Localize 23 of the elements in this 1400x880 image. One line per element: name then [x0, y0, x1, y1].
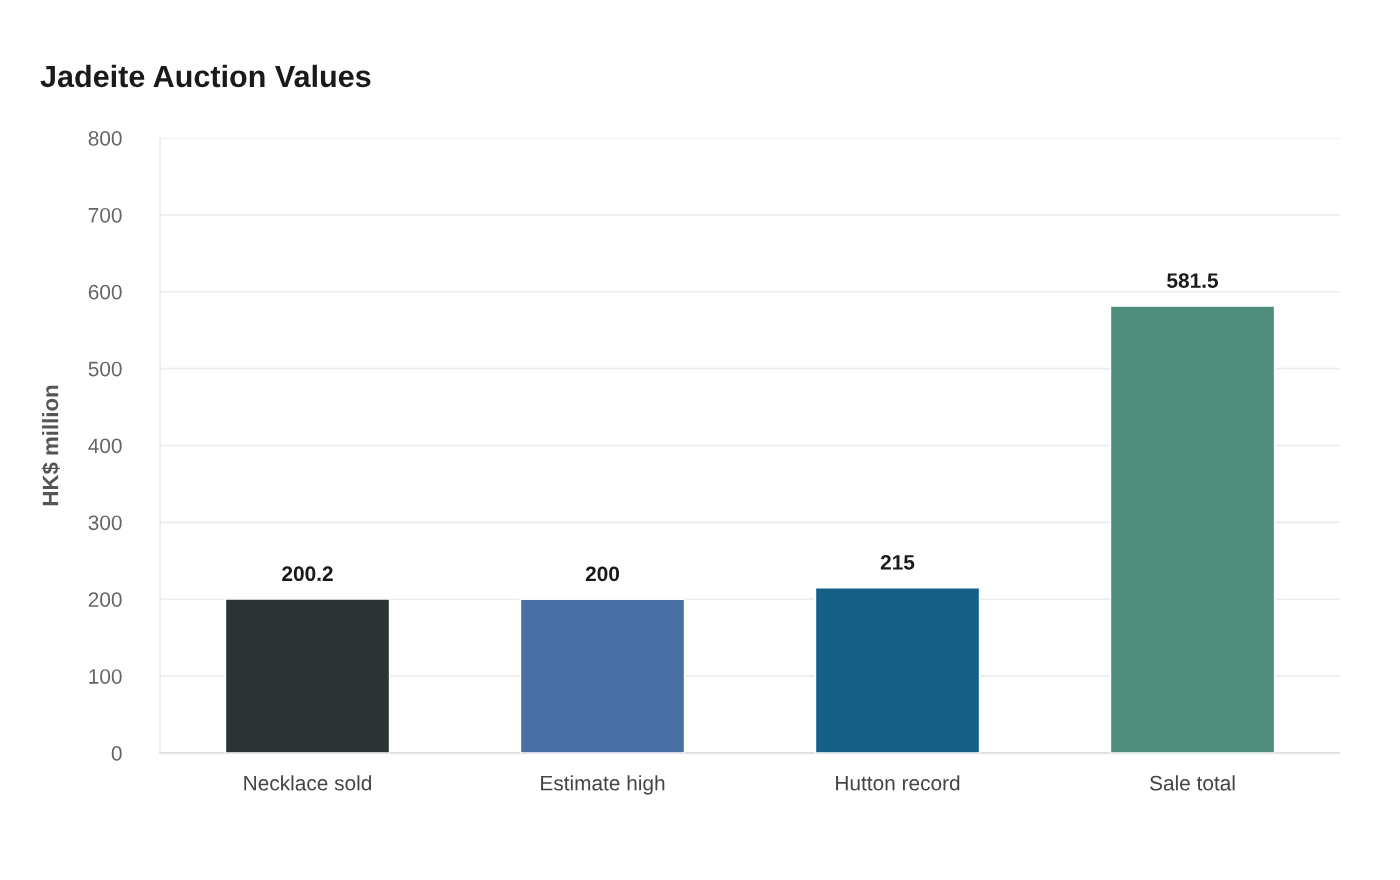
y-tick-label: 500: [88, 361, 122, 377]
bar: [224, 598, 391, 753]
data-label: 215: [880, 554, 915, 570]
y-axis-title: HK$ million: [41, 385, 60, 506]
data-label: 200: [585, 566, 620, 582]
y-tick-label: 100: [89, 669, 122, 684]
data-label: 200.2: [282, 566, 333, 582]
chart-title: Jadeite Auction Values: [40, 64, 371, 88]
data-label: 581.5: [1167, 273, 1218, 288]
bar: [1109, 305, 1276, 753]
x-tick-label: Necklace sold: [244, 775, 372, 791]
bar: [814, 587, 981, 753]
y-tick-label: 400: [88, 438, 122, 454]
x-tick-label: Hutton record: [836, 775, 960, 791]
x-tick-label: Sale total: [1150, 775, 1235, 791]
y-tick-label: 300: [88, 515, 122, 531]
y-tick-label: 600: [88, 284, 122, 300]
bar: [519, 598, 686, 753]
y-tick-label: 800: [88, 131, 122, 146]
y-tick-label: 0: [111, 746, 122, 761]
y-tick-label: 200: [88, 592, 122, 607]
y-tick-label: 700: [88, 207, 122, 223]
x-tick-label: Estimate high: [541, 775, 665, 795]
